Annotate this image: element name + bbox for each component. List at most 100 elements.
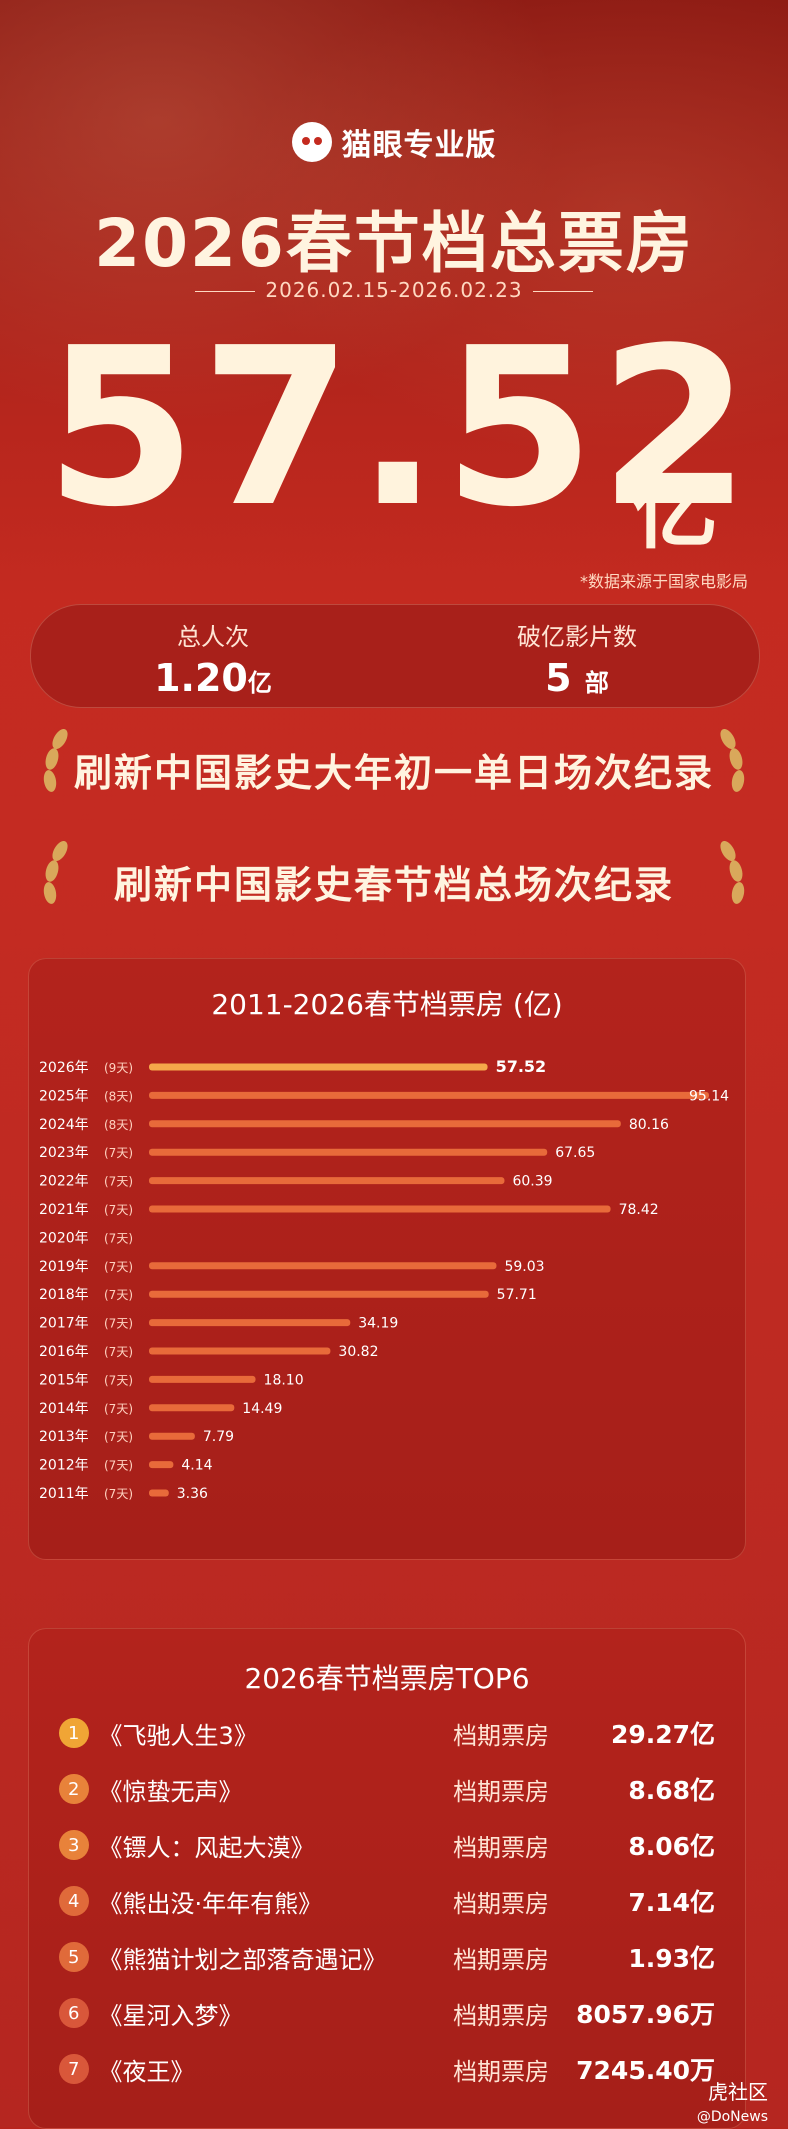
year-tick-label: 2021年 <box>39 1202 89 1218</box>
year-tick-label: 2020年 <box>39 1230 89 1246</box>
stat-number: 5 <box>545 656 572 700</box>
year-tick-label: 2011年 <box>39 1486 89 1502</box>
bar-value-label: 95.14 <box>689 1088 729 1104</box>
box-office-label: 档期票房 <box>453 1721 550 1750</box>
rank-badge: 6 <box>59 1998 89 2028</box>
bar-value-label: 67.65 <box>555 1145 595 1161</box>
year-tick-label: 2024年 <box>39 1117 89 1133</box>
rank-badge: 2 <box>59 1774 89 1804</box>
bar-value-label: 18.10 <box>264 1372 304 1388</box>
box-office-label: 档期票房 <box>453 2057 550 2086</box>
bar-row: 2021年 (7天) 78.42 <box>39 1202 659 1218</box>
cat-logo-icon <box>291 122 332 162</box>
bar-value-label: 4.14 <box>181 1458 212 1474</box>
box-office-value: 7.14亿 <box>628 1888 716 1917</box>
chart-title: 2011-2026春节档票房 (亿) <box>211 988 563 1021</box>
bar <box>149 1063 488 1071</box>
stat-number: 1.20 <box>154 656 248 700</box>
bar <box>149 1461 174 1469</box>
top-film-row: 3 《镖人：风起大漠》 档期票房 8.06亿 <box>59 1825 715 1865</box>
days-label: (7天) <box>104 1146 133 1160</box>
days-label: (7天) <box>104 1345 133 1359</box>
days-label: (7天) <box>104 1231 133 1245</box>
film-title: 《熊出没·年年有熊》 <box>98 1889 323 1918</box>
year-tick-label: 2012年 <box>39 1458 89 1474</box>
year-tick-label: 2014年 <box>39 1401 89 1417</box>
year-tick-label: 2015年 <box>39 1372 89 1388</box>
top-film-row: 2 《惊蛰无声》 档期票房 8.68亿 <box>59 1769 715 1809</box>
days-label: (7天) <box>104 1317 133 1331</box>
stats-panel: 总人次 1.20亿 破亿影片数 5 部 <box>30 604 760 708</box>
box-office-value: 1.93亿 <box>628 1944 716 1973</box>
page-title: 2026春节档总票房 <box>94 205 694 282</box>
bar <box>149 1404 235 1412</box>
bar-row: 2016年 (7天) 30.82 <box>39 1344 379 1360</box>
bar <box>149 1319 351 1327</box>
bar-value-label: 57.71 <box>497 1287 537 1303</box>
bar-row: 2015年 (7天) 18.10 <box>39 1372 304 1388</box>
bar-row: 2020年 (7天) <box>39 1230 133 1246</box>
top-film-row: 5 《熊猫计划之部落奇遇记》 档期票房 1.93亿 <box>59 1937 715 1977</box>
bar-row: 2018年 (7天) 57.71 <box>39 1287 537 1303</box>
stat-films-over-100m: 破亿影片数 5 部 <box>395 605 759 707</box>
watermark: 虎社区 <box>708 2080 768 2104</box>
watermark-handle: @DoNews <box>696 2109 768 2125</box>
bar <box>149 1432 195 1440</box>
top-film-row: 1 《飞驰人生3》 档期票房 29.27亿 <box>59 1713 715 1753</box>
stat-unit: 部 <box>584 669 609 697</box>
bar-value-label: 78.42 <box>619 1202 659 1218</box>
days-label: (7天) <box>104 1487 133 1501</box>
bar <box>149 1177 505 1185</box>
rank-badge: 7 <box>59 2054 89 2084</box>
rank-badge: 3 <box>59 1830 89 1860</box>
days-label: (7天) <box>104 1288 133 1302</box>
days-label: (7天) <box>104 1260 133 1274</box>
brand-name: 猫眼专业版 <box>341 128 497 163</box>
bar-row: 2012年 (7天) 4.14 <box>39 1458 213 1474</box>
year-tick-label: 2023年 <box>39 1145 89 1161</box>
bar <box>149 1375 256 1383</box>
top6-title: 2026春节档票房TOP6 <box>244 1662 530 1695</box>
top6-card: 2026春节档票房TOP6 1 《飞驰人生3》 档期票房 29.27亿 2 《惊蛰无声》档… <box>28 1628 746 2129</box>
box-office-value: 8.06亿 <box>628 1832 716 1861</box>
bar <box>149 1091 709 1099</box>
history-chart-card: 2011-2026春节档票房 (亿) 2026年 (9天) 57.52 2025年 (8… <box>28 958 746 1560</box>
year-tick-label: 2026年 <box>39 1060 89 1076</box>
bar-row: 2019年 (7天) 59.03 <box>39 1259 545 1275</box>
film-title: 《星河入梦》 <box>98 2001 243 2030</box>
box-office-label: 档期票房 <box>453 1833 550 1862</box>
year-tick-label: 2017年 <box>39 1316 89 1332</box>
bar-row: 2025年 (8天) 95.14 <box>39 1088 729 1104</box>
bar <box>149 1347 331 1355</box>
bar-row: 2026年 (9天) 57.52 <box>39 1057 546 1076</box>
bar-row: 2011年 (7天) 3.36 <box>39 1486 208 1502</box>
year-tick-label: 2013年 <box>39 1429 89 1445</box>
history-bar-chart: 2026年 (9天) 57.52 2025年 (8天) 95.14 2024年 (8天) 80.… <box>39 1057 729 1502</box>
days-label: (8天) <box>104 1089 133 1103</box>
stat-label: 破亿影片数 <box>517 623 637 651</box>
film-title: 《夜王》 <box>98 2057 195 2086</box>
bar-value-label: 59.03 <box>504 1259 544 1275</box>
box-office-label: 档期票房 <box>453 1777 550 1806</box>
film-title: 《熊猫计划之部落奇遇记》 <box>98 1945 387 1974</box>
film-title: 《惊蛰无声》 <box>98 1777 243 1806</box>
film-title: 《镖人：风起大漠》 <box>98 1833 315 1862</box>
year-tick-label: 2016年 <box>39 1344 89 1360</box>
bar <box>149 1262 497 1270</box>
days-label: (7天) <box>104 1402 133 1416</box>
bar-value-label: 30.82 <box>338 1344 378 1360</box>
bar <box>149 1205 611 1213</box>
stat-label: 总人次 <box>177 623 249 651</box>
days-label: (7天) <box>104 1430 133 1444</box>
rank-badge: 4 <box>59 1886 89 1916</box>
bar-row: 2013年 (7天) 7.79 <box>39 1429 234 1445</box>
bar-value-label: 60.39 <box>512 1174 552 1190</box>
days-label: (8天) <box>104 1118 133 1132</box>
bar-value-label: 7.79 <box>203 1429 234 1445</box>
box-office-value: 29.27亿 <box>610 1720 716 1749</box>
film-title: 《飞驰人生3》 <box>98 1721 258 1750</box>
box-office-value: 8.68亿 <box>628 1776 716 1805</box>
record-banner-1: 刷新中国影史大年初一单日场次纪录 <box>73 751 714 795</box>
box-office-label: 档期票房 <box>453 1889 550 1918</box>
box-office-value: 7245.40万 <box>576 2056 716 2085</box>
